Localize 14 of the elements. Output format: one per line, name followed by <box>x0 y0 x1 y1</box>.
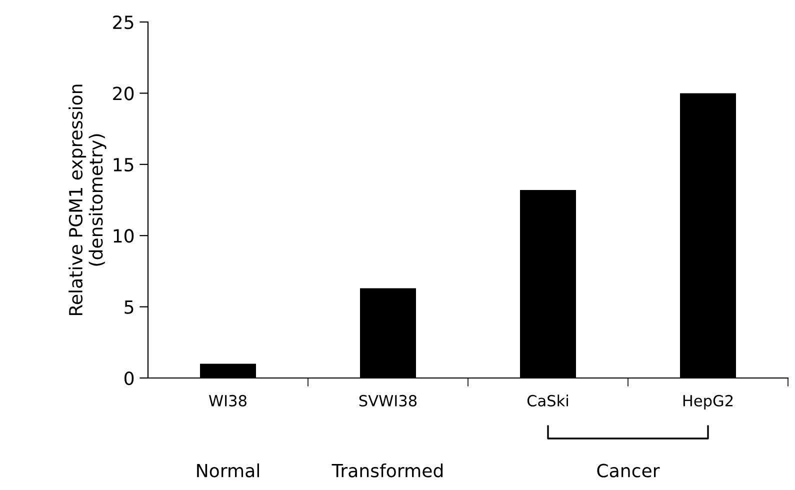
y-tick-label: 10 <box>114 229 134 243</box>
x-tick-label: WI38 <box>208 394 246 406</box>
text: Transformed <box>332 463 443 478</box>
text: Normal <box>197 463 259 478</box>
y-tick-label: 25 <box>113 15 134 30</box>
y-tick-label: 5 <box>124 300 134 314</box>
x-tick-label: SVWI38 <box>359 394 417 406</box>
y-tick-label: 20 <box>113 86 134 100</box>
y-axis-title: Relative PGM1 expression (densitometry) <box>68 84 106 316</box>
x-tick-label: HepG2 <box>683 394 733 410</box>
y-tick-label: 0 <box>124 371 134 386</box>
y-tick-label: 15 <box>114 158 134 172</box>
text: Cancer <box>597 464 660 478</box>
x-tick-label: CaSki <box>527 394 568 406</box>
